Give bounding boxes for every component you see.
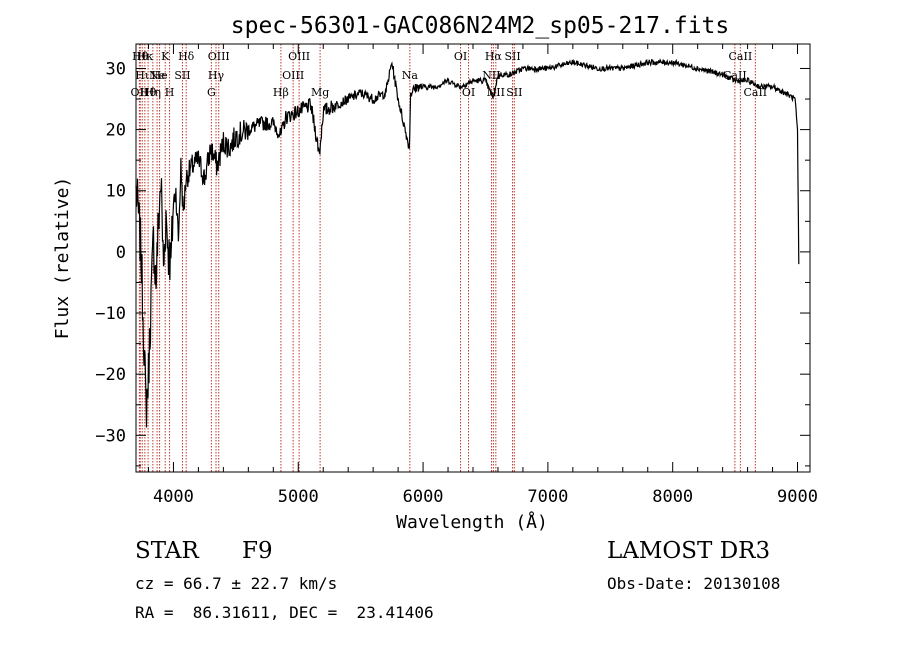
survey-name: LAMOST DR3 xyxy=(607,538,771,564)
line-label: CaII xyxy=(729,50,753,63)
y-tick-label: 0 xyxy=(116,243,126,263)
line-label: Hη xyxy=(145,86,161,99)
y-tick-label: 30 xyxy=(106,59,126,79)
observation-date: Obs-Date: 20130108 xyxy=(607,574,781,593)
line-label: Mg xyxy=(311,86,329,99)
line-label: G xyxy=(207,86,216,99)
line-label: OI xyxy=(454,50,467,63)
coordinates-line: RA = 86.31611, DEC = 23.41406 xyxy=(135,603,434,622)
x-tick-label: 9000 xyxy=(777,487,818,507)
line-label: CaII xyxy=(743,86,767,99)
y-tick-label: −30 xyxy=(95,426,126,446)
plot-frame xyxy=(135,43,811,473)
object-class: STAR xyxy=(135,538,199,564)
line-label: Ne xyxy=(149,69,165,82)
line-label: NII xyxy=(487,86,505,99)
line-label: Hκ xyxy=(137,50,154,63)
line-label: OI xyxy=(462,86,475,99)
line-label: SII xyxy=(506,86,522,99)
line-label: OII xyxy=(131,86,149,99)
line-label: He xyxy=(152,69,168,82)
emission-line-markers xyxy=(138,44,756,472)
line-label: Na xyxy=(402,69,419,82)
x-axis-label: Wavelength (Å) xyxy=(396,511,548,533)
y-axis-label: Flux (relative) xyxy=(52,177,73,340)
object-subclass: F9 xyxy=(242,538,273,564)
x-tick-label: 7000 xyxy=(527,487,568,507)
line-label: SII xyxy=(504,50,520,63)
y-tick-label: 10 xyxy=(106,182,126,202)
y-tick-label: 20 xyxy=(106,121,126,141)
x-tick-label: 5000 xyxy=(278,487,319,507)
x-tick-label: 8000 xyxy=(652,487,693,507)
line-label: Hγ xyxy=(208,69,225,82)
x-axis-ticks: 4000 5000 6000 7000 8000 9000 xyxy=(147,44,818,507)
line-label: OIII xyxy=(288,50,310,63)
chart-title: spec-56301-GAC086N24M2_sp05-217.fits xyxy=(231,13,730,39)
emission-line-labels: OIIHθHιHκHθHηNeHeKHSIIHδGHγOIIIHβOIIIOII… xyxy=(131,50,768,99)
y-tick-label: −20 xyxy=(95,365,126,385)
line-label: OIII xyxy=(282,69,304,82)
x-tick-label: 6000 xyxy=(403,487,444,507)
line-label: Hθ xyxy=(140,86,157,99)
line-label: Hβ xyxy=(273,86,289,99)
spectrum-line xyxy=(135,58,800,428)
line-label: H xyxy=(165,86,175,99)
line-label: K xyxy=(161,50,170,63)
line-label: Hι xyxy=(135,69,149,82)
line-label: Hα xyxy=(485,50,503,63)
x-tick-label: 4000 xyxy=(153,487,194,507)
y-tick-label: −10 xyxy=(95,304,126,324)
redshift-line: cz = 66.7 ± 22.7 km/s xyxy=(135,574,338,593)
line-label: OIII xyxy=(208,50,230,63)
y-axis-ticks: −30 −20 −10 0 10 20 30 xyxy=(95,59,810,467)
line-label: SII xyxy=(174,69,190,82)
line-label: Hδ xyxy=(178,50,195,63)
